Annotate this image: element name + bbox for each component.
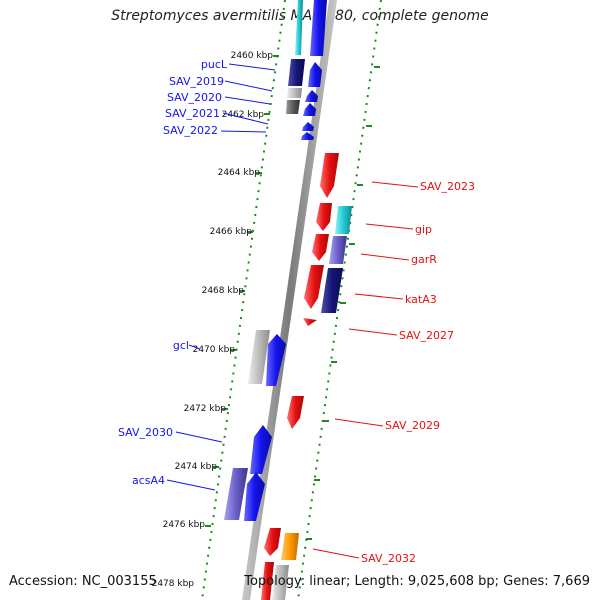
gene-feature[interactable] — [261, 562, 274, 600]
left-track-ticks — [205, 55, 279, 527]
gene-label[interactable]: gcl — [173, 339, 189, 352]
gene-label[interactable]: SAV_2030 — [118, 426, 173, 439]
gene-feature[interactable] — [248, 330, 270, 384]
right-track-line — [297, 0, 382, 600]
scale-label: 2474 kbp — [175, 462, 218, 472]
gene-label[interactable]: SAV_2032 — [361, 552, 416, 565]
gene-feature[interactable] — [301, 132, 314, 140]
gene-label[interactable]: SAV_2020 — [167, 91, 222, 104]
scale-label: 2476 kbp — [163, 520, 206, 530]
gene-feature[interactable] — [320, 153, 339, 198]
gene-label[interactable]: gip — [415, 223, 432, 236]
gene-feature[interactable] — [266, 334, 286, 386]
gene-feature[interactable] — [335, 206, 352, 234]
scale-label: 2460 kbp — [231, 51, 274, 61]
left-track-line — [201, 0, 286, 600]
gene-feature[interactable] — [303, 103, 316, 116]
gene-feature[interactable] — [312, 234, 329, 261]
forward-features — [224, 0, 327, 600]
gene-feature[interactable] — [244, 472, 265, 521]
gene-feature[interactable] — [281, 533, 299, 560]
gene-feature[interactable] — [310, 0, 327, 56]
accession-text: Accession: NC_003155 — [9, 574, 157, 589]
gene-feature[interactable] — [303, 318, 317, 326]
gene-label[interactable]: SAV_2027 — [399, 329, 454, 342]
gene-label[interactable]: SAV_2023 — [420, 180, 475, 193]
genome-summary: Topology: linear; Length: 9,025,608 bp; … — [244, 574, 590, 589]
scale-label: 2478 kbp — [152, 579, 195, 589]
gene-feature[interactable] — [305, 90, 318, 102]
gene-feature[interactable] — [316, 203, 332, 231]
gene-label[interactable]: acsA4 — [132, 474, 165, 487]
gene-feature[interactable] — [329, 236, 347, 264]
scale-labels: 2460 kbp 2462 kbp 2464 kbp 2466 kbp 2468… — [152, 51, 274, 589]
gene-feature[interactable] — [295, 0, 303, 55]
gene-feature[interactable] — [250, 425, 272, 474]
scale-label: 2462 kbp — [222, 110, 265, 120]
gene-feature[interactable] — [224, 468, 248, 520]
gene-feature[interactable] — [286, 100, 300, 114]
gene-feature[interactable] — [304, 265, 324, 309]
right-track-ticks — [306, 66, 380, 540]
scale-label: 2468 kbp — [202, 286, 245, 296]
gene-label[interactable]: SAV_2022 — [163, 124, 218, 137]
reverse-features — [264, 153, 352, 560]
gene-feature[interactable] — [287, 396, 304, 429]
gene-feature[interactable] — [321, 268, 343, 313]
right-leader-lines — [312, 181, 419, 559]
right-gene-labels: SAV_2023 gip garR katA3 SAV_2027 SAV_202… — [361, 180, 475, 565]
left-leader-lines — [166, 63, 276, 491]
scale-label: 2470 kbp — [193, 345, 236, 355]
gene-feature[interactable] — [287, 88, 302, 98]
gene-label[interactable]: SAV_2021 — [165, 107, 220, 120]
gene-label[interactable]: SAV_2019 — [169, 75, 224, 88]
left-gene-labels: pucL SAV_2019 SAV_2020 SAV_2021 SAV_2022… — [118, 58, 228, 487]
gene-feature[interactable] — [288, 59, 305, 86]
gene-label[interactable]: katA3 — [405, 293, 437, 306]
scale-label: 2466 kbp — [210, 227, 253, 237]
gene-feature[interactable] — [302, 122, 314, 131]
gene-feature[interactable] — [264, 528, 281, 556]
gene-feature[interactable] — [272, 565, 289, 600]
gene-label[interactable]: pucL — [201, 58, 228, 71]
scale-label: 2464 kbp — [218, 168, 261, 178]
gene-feature[interactable] — [308, 62, 322, 87]
gene-label[interactable]: garR — [411, 253, 437, 266]
scale-label: 2472 kbp — [184, 404, 227, 414]
gene-label[interactable]: SAV_2029 — [385, 419, 440, 432]
